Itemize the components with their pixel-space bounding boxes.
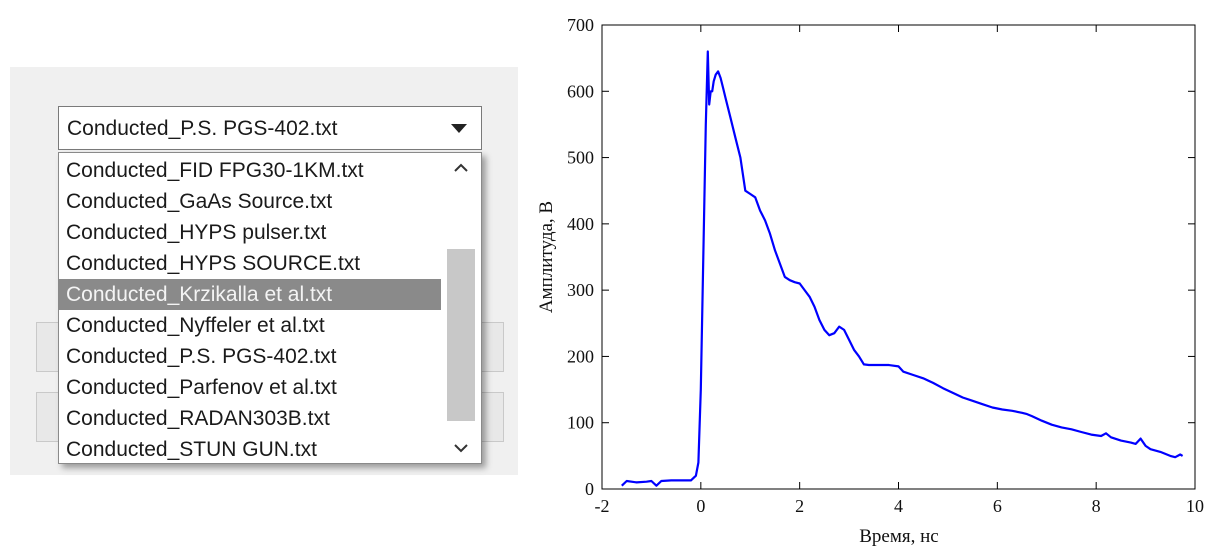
x-tick-label: 6 bbox=[993, 496, 1002, 516]
dropdown-arrow-icon[interactable] bbox=[451, 124, 467, 133]
dropdown-option[interactable]: Conducted_GaAs Source.txt bbox=[66, 190, 333, 213]
y-tick-label: 500 bbox=[567, 148, 594, 168]
plot-frame bbox=[601, 24, 1196, 490]
dropdown-option[interactable]: Conducted_HYPS SOURCE.txt bbox=[66, 252, 361, 275]
dropdown-option-highlighted[interactable]: Conducted_Krzikalla et al.txt bbox=[59, 279, 442, 310]
combobox-selected-value: Conducted_P.S. PGS-402.txt bbox=[67, 117, 338, 140]
dropdown-option[interactable]: Conducted_FID FPG30-1KM.txt bbox=[66, 159, 364, 182]
y-tick-label: 400 bbox=[567, 214, 594, 234]
scroll-thumb[interactable] bbox=[447, 249, 475, 421]
x-tick-label: 10 bbox=[1186, 496, 1204, 516]
file-select-combobox[interactable]: Conducted_P.S. PGS-402.txt bbox=[58, 106, 482, 150]
y-tick-label: 100 bbox=[567, 413, 594, 433]
y-tick-label: 300 bbox=[567, 280, 594, 300]
x-axis-label: Время, нс bbox=[859, 526, 938, 547]
y-tick-label: 600 bbox=[567, 81, 594, 101]
dropdown-option[interactable]: Conducted_Parfenov et al.txt bbox=[66, 376, 337, 399]
scroll-down-button[interactable] bbox=[441, 433, 481, 463]
x-tick-label: 4 bbox=[894, 496, 903, 516]
dropdown-option[interactable]: Conducted_STUN GUN.txt bbox=[66, 438, 317, 461]
y-tick-label: 200 bbox=[567, 346, 594, 366]
chevron-down-icon bbox=[454, 444, 468, 453]
amplitude-series-line bbox=[621, 50, 1184, 487]
x-axis: -2 0 2 4 6 8 10 bbox=[595, 25, 1204, 516]
chevron-up-icon bbox=[454, 163, 468, 172]
dropdown-option[interactable]: Conducted_RADAN303B.txt bbox=[66, 407, 330, 430]
dropdown-option[interactable]: Conducted_Nyffeler et al.txt bbox=[66, 314, 325, 337]
y-tick-label: 0 bbox=[585, 479, 594, 499]
y-axis: 0 100 200 300 400 500 600 700 bbox=[567, 15, 1195, 499]
x-tick-label: 8 bbox=[1092, 496, 1101, 516]
y-axis-label: Амплитуда, В bbox=[536, 201, 557, 313]
dropdown-list[interactable]: Conducted_FID FPG30-1KM.txt Conducted_Ga… bbox=[58, 152, 482, 464]
x-tick-label: 0 bbox=[696, 496, 705, 516]
obscured-button-left-2 bbox=[36, 392, 62, 442]
y-tick-label: 700 bbox=[567, 15, 594, 35]
dropdown-scrollbar[interactable] bbox=[441, 153, 481, 463]
scroll-up-button[interactable] bbox=[441, 153, 481, 183]
obscured-button-left-1 bbox=[36, 322, 62, 372]
dropdown-option[interactable]: Conducted_P.S. PGS-402.txt bbox=[66, 345, 337, 368]
dropdown-option[interactable]: Conducted_HYPS pulser.txt bbox=[66, 221, 327, 244]
x-tick-label: -2 bbox=[595, 496, 610, 516]
x-tick-label: 2 bbox=[795, 496, 804, 516]
obscured-button-right-1 bbox=[480, 322, 504, 372]
obscured-button-right-2 bbox=[480, 392, 504, 442]
